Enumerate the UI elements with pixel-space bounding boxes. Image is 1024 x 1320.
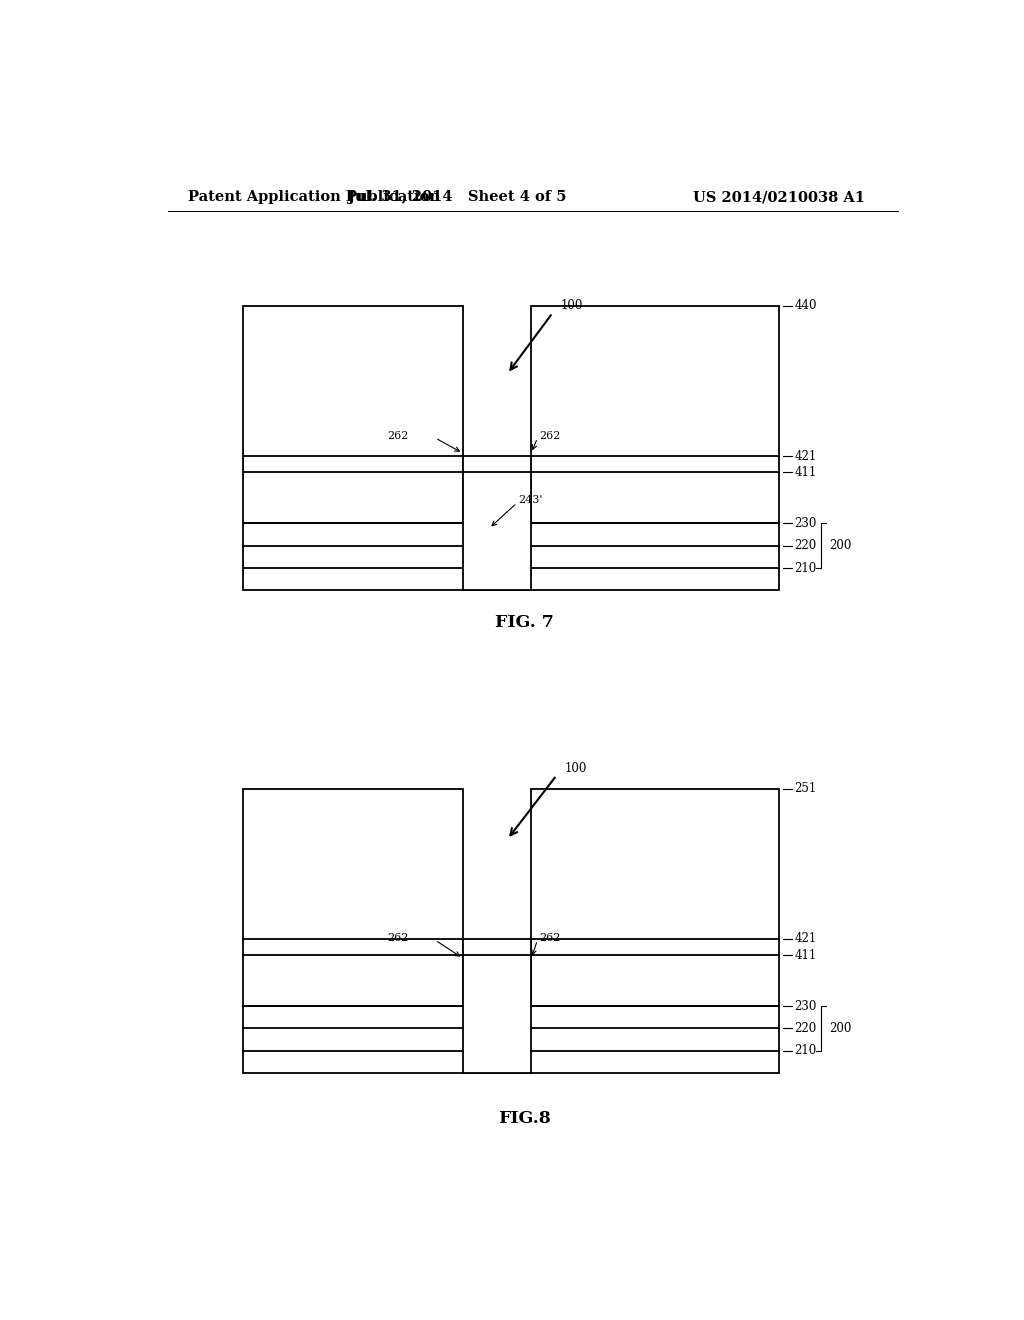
Text: FIG. 7: FIG. 7: [496, 614, 554, 631]
Text: 243': 243': [518, 495, 543, 506]
Bar: [531, 306, 778, 523]
Text: 230: 230: [795, 999, 817, 1012]
Bar: [243, 1006, 778, 1073]
Bar: [243, 306, 463, 523]
Text: Jul. 31, 2014   Sheet 4 of 5: Jul. 31, 2014 Sheet 4 of 5: [348, 190, 566, 205]
Bar: [463, 939, 531, 1073]
Text: 251: 251: [795, 781, 817, 795]
Text: 440: 440: [795, 300, 817, 313]
Text: 220: 220: [795, 539, 817, 552]
Text: 262: 262: [539, 430, 560, 441]
Bar: [243, 788, 463, 1006]
Text: 262: 262: [387, 933, 409, 942]
Text: 200: 200: [828, 1022, 851, 1035]
Text: 421: 421: [795, 932, 817, 945]
Text: 411: 411: [795, 949, 817, 962]
Bar: [531, 788, 778, 1006]
Bar: [243, 523, 778, 590]
Text: Patent Application Publication: Patent Application Publication: [187, 190, 439, 205]
Text: 230: 230: [795, 517, 817, 529]
Text: US 2014/0210038 A1: US 2014/0210038 A1: [693, 190, 864, 205]
Text: 262: 262: [387, 430, 409, 441]
Text: 421: 421: [795, 450, 817, 463]
Text: 220: 220: [795, 1022, 817, 1035]
Text: FIG.8: FIG.8: [499, 1110, 551, 1127]
Text: 100: 100: [560, 300, 583, 313]
Bar: [463, 457, 531, 590]
Text: 100: 100: [564, 762, 587, 775]
Text: 210: 210: [795, 1044, 817, 1057]
Text: 200: 200: [828, 539, 851, 552]
Text: 262: 262: [539, 933, 560, 942]
Text: 411: 411: [795, 466, 817, 479]
Text: 210: 210: [795, 561, 817, 574]
